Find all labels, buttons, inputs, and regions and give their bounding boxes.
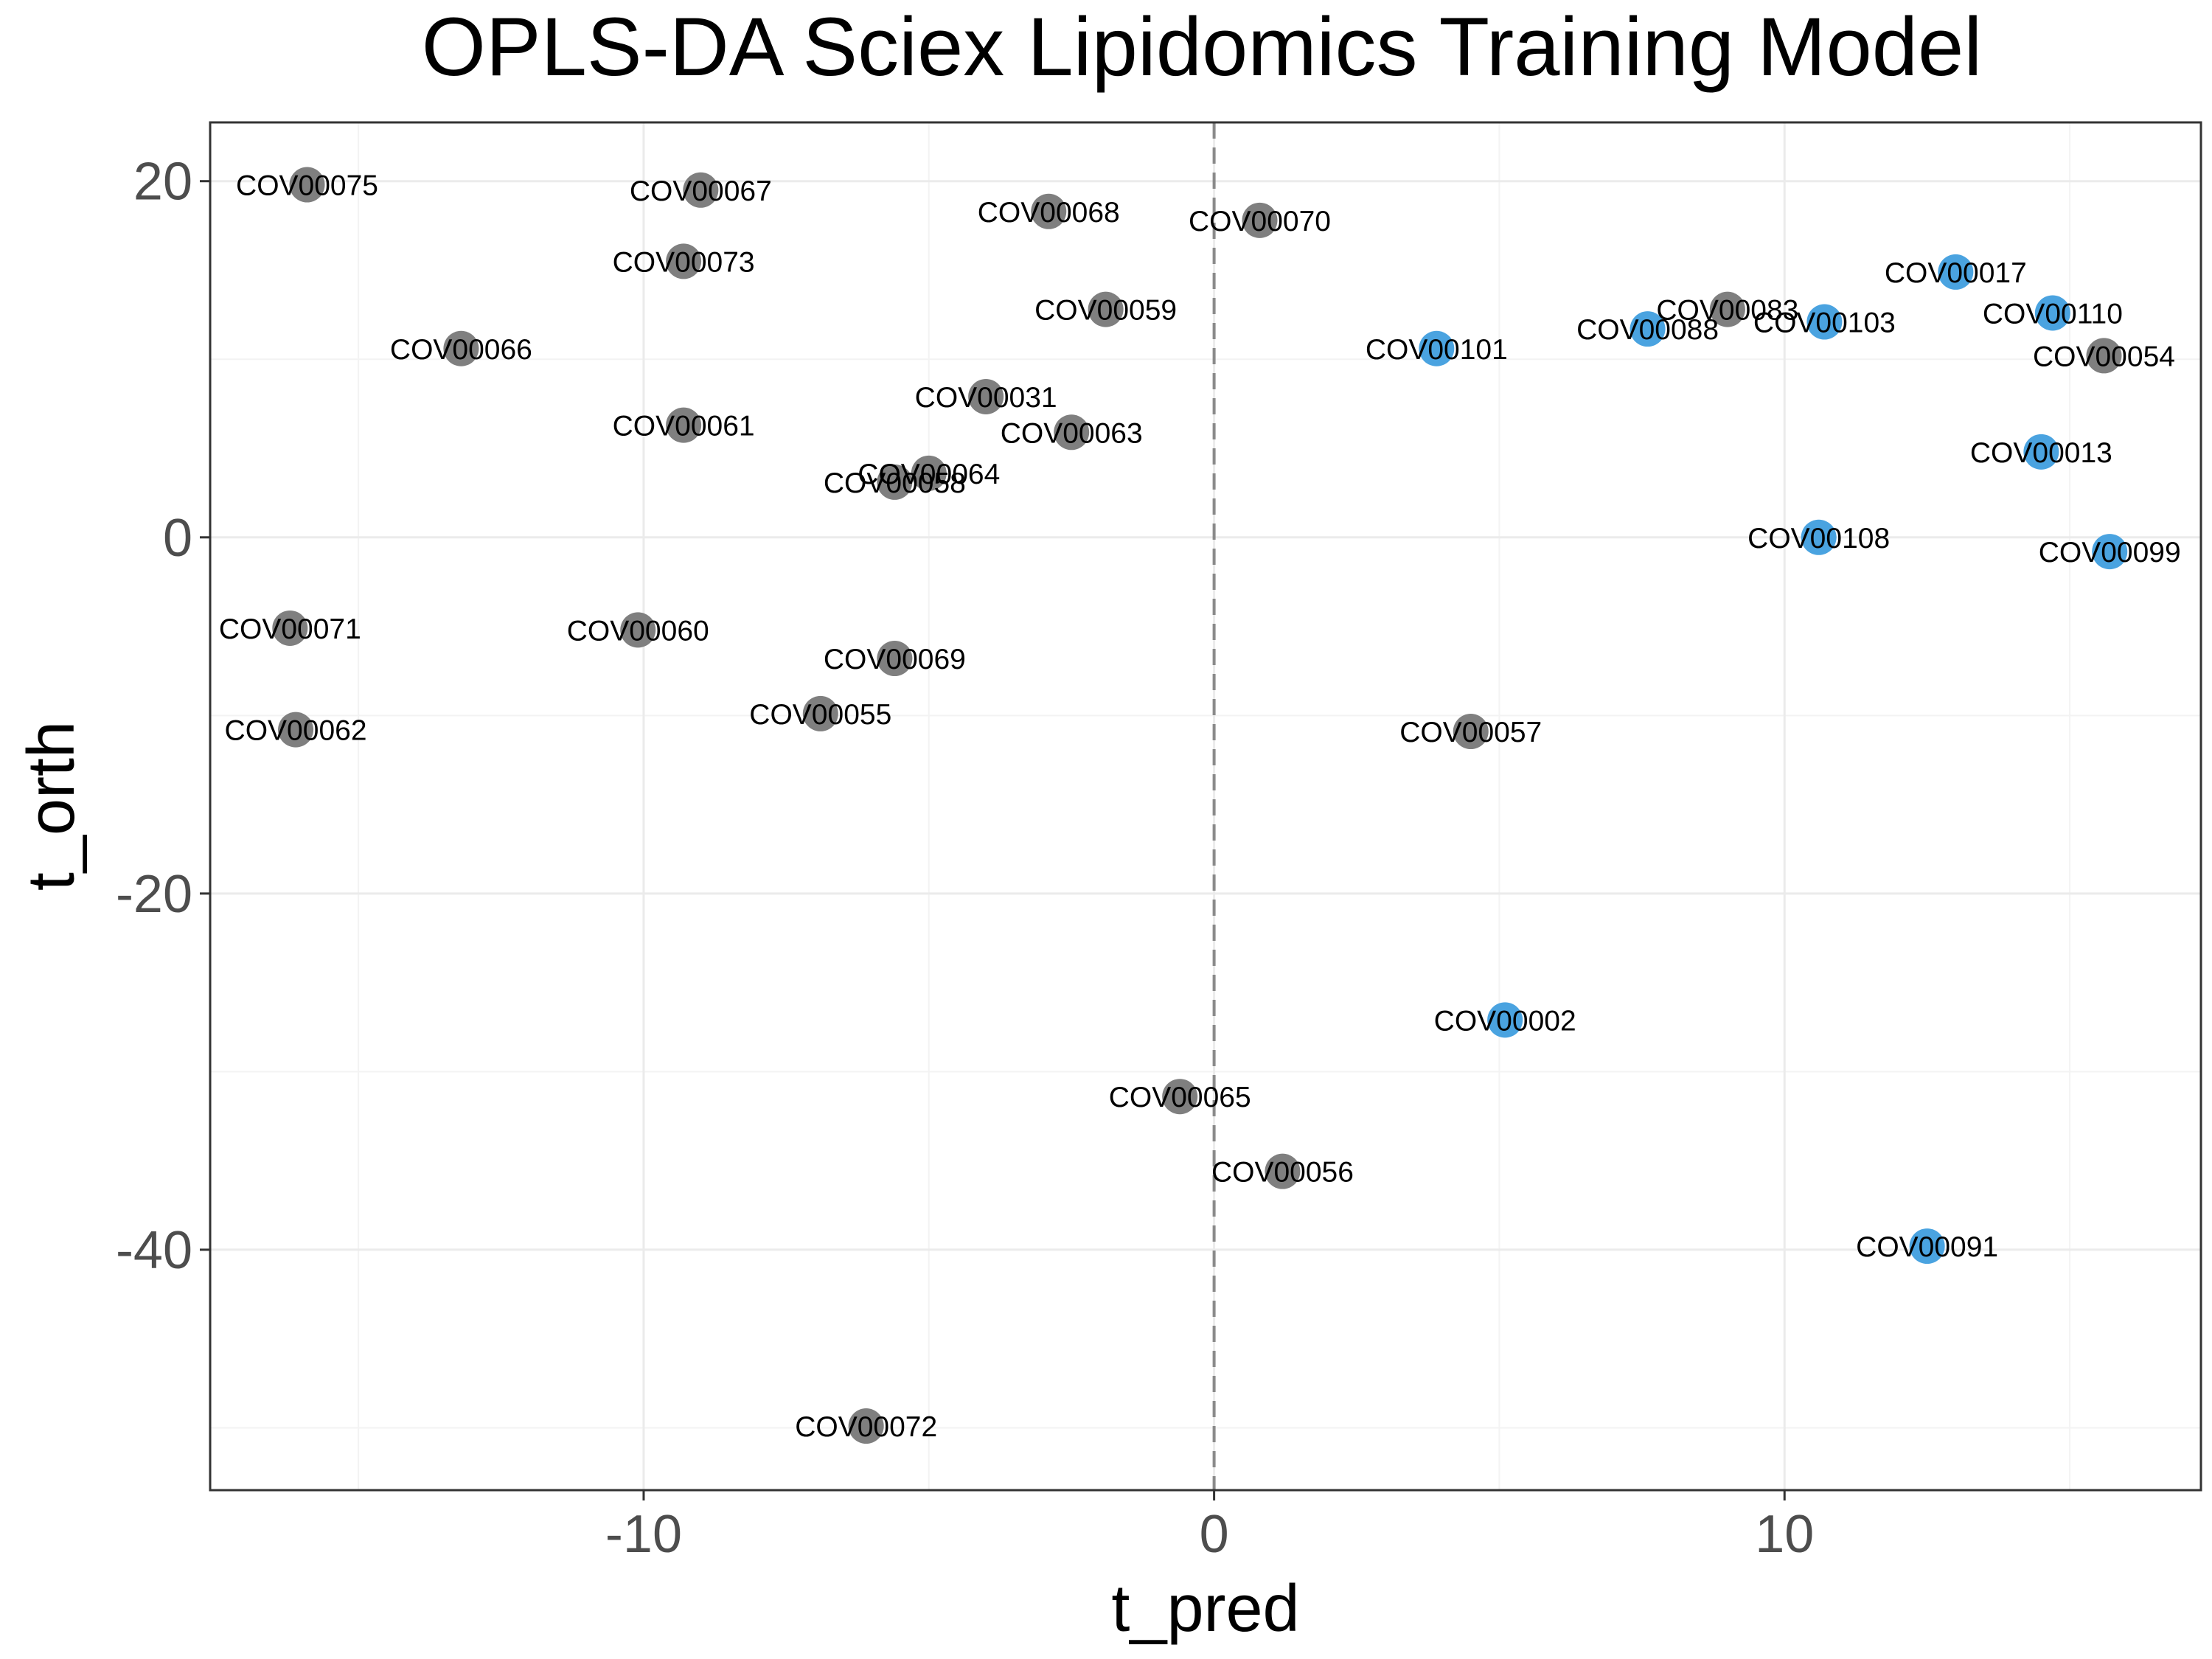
y-tick-label: 20 xyxy=(133,153,192,212)
point-label: COV00059 xyxy=(1034,295,1177,327)
data-point xyxy=(877,464,913,500)
data-point xyxy=(2023,434,2059,470)
point-label: COV00108 xyxy=(1747,523,1890,554)
point-label: COV00072 xyxy=(795,1411,937,1443)
y-tick-label: 0 xyxy=(163,509,192,568)
point-label: COV00057 xyxy=(1399,717,1542,748)
point-label: COV00017 xyxy=(1885,257,2027,289)
point-label: COV00070 xyxy=(1189,206,1331,237)
point-label: COV00054 xyxy=(2033,341,2175,372)
point-label: COV00063 xyxy=(1001,417,1143,449)
data-point xyxy=(848,1408,884,1444)
data-point xyxy=(1806,304,1843,340)
y-tick-label: -40 xyxy=(116,1221,192,1280)
x-tick-label: -10 xyxy=(605,1505,682,1564)
data-point xyxy=(1054,414,1090,451)
data-point xyxy=(802,695,838,731)
point-label: COV00101 xyxy=(1366,334,1508,366)
plot-area: COV00075 COV00067 COV00068 COV00070 COV00073… xyxy=(209,121,2202,1492)
data-point xyxy=(2086,338,2122,374)
data-point xyxy=(443,330,479,366)
point-label: COV00075 xyxy=(236,170,378,202)
point-label: COV00066 xyxy=(390,334,532,366)
plot-border xyxy=(209,121,2202,1492)
y-axis-ticks: -40 -20 0 20 xyxy=(116,153,210,1280)
data-point xyxy=(2092,534,2128,570)
y-axis-title: t_orth xyxy=(15,721,88,891)
data-point xyxy=(1909,1228,1945,1265)
data-point xyxy=(1453,714,1489,750)
point-label: COV00069 xyxy=(824,644,966,675)
data-points xyxy=(272,167,2128,1444)
chart-title: OPLS-DA Sciex Lipidomics Training Model xyxy=(422,1,1982,93)
data-point xyxy=(1031,193,1067,229)
point-label: COV00073 xyxy=(613,246,755,278)
point-label: COV00103 xyxy=(1753,307,1896,339)
data-point xyxy=(1242,202,1278,238)
point-label: COV00002 xyxy=(1434,1005,1576,1037)
point-label: COV00083 xyxy=(1656,295,1798,327)
point-label: COV00031 xyxy=(915,382,1057,414)
data-point xyxy=(968,378,1004,414)
x-axis-ticks: -10 0 10 xyxy=(605,1490,1814,1564)
data-point xyxy=(1419,330,1455,366)
point-label: COV00055 xyxy=(749,699,891,731)
data-point xyxy=(289,167,325,203)
x-tick-label: 0 xyxy=(1200,1505,1229,1564)
data-point xyxy=(666,243,702,279)
data-point xyxy=(1487,1002,1523,1038)
data-point xyxy=(278,712,314,748)
data-point xyxy=(666,407,702,443)
data-point xyxy=(2034,295,2070,331)
point-label: COV00013 xyxy=(1970,437,2112,469)
point-label: COV00088 xyxy=(1576,314,1719,346)
point-label: COV00056 xyxy=(1211,1157,1354,1189)
point-label: COV00061 xyxy=(613,411,755,442)
point-label: COV00067 xyxy=(630,175,772,207)
minor-gridlines xyxy=(210,122,2201,1490)
y-tick-label: -20 xyxy=(116,865,192,924)
plot-background xyxy=(210,122,2201,1490)
data-point xyxy=(683,172,719,208)
point-label: COV00060 xyxy=(567,615,709,647)
data-point xyxy=(911,455,947,491)
data-point xyxy=(620,612,656,648)
data-point xyxy=(1630,311,1666,347)
point-label: COV00110 xyxy=(1983,298,2123,330)
data-point xyxy=(1088,291,1124,327)
point-label: COV00071 xyxy=(219,613,361,645)
point-labels: COV00075 COV00067 COV00068 COV00070 COV00073… xyxy=(219,170,2181,1444)
data-point xyxy=(1938,254,1974,290)
point-label: COV00062 xyxy=(225,715,367,747)
point-label: COV00091 xyxy=(1856,1231,1998,1263)
point-label: COV00065 xyxy=(1109,1082,1251,1113)
x-tick-label: 10 xyxy=(1755,1505,1814,1564)
point-label: COV00068 xyxy=(978,197,1120,229)
point-label: COV00099 xyxy=(2039,537,2181,568)
x-axis-title: t_pred xyxy=(1111,1572,1299,1646)
data-point xyxy=(272,610,308,646)
point-label: COV00064 xyxy=(858,459,1000,490)
data-point xyxy=(1265,1153,1301,1189)
data-point xyxy=(1801,519,1837,555)
point-label: COV00058 xyxy=(824,467,966,499)
data-point xyxy=(1162,1079,1198,1115)
data-point xyxy=(1709,291,1745,327)
data-point xyxy=(877,641,913,677)
